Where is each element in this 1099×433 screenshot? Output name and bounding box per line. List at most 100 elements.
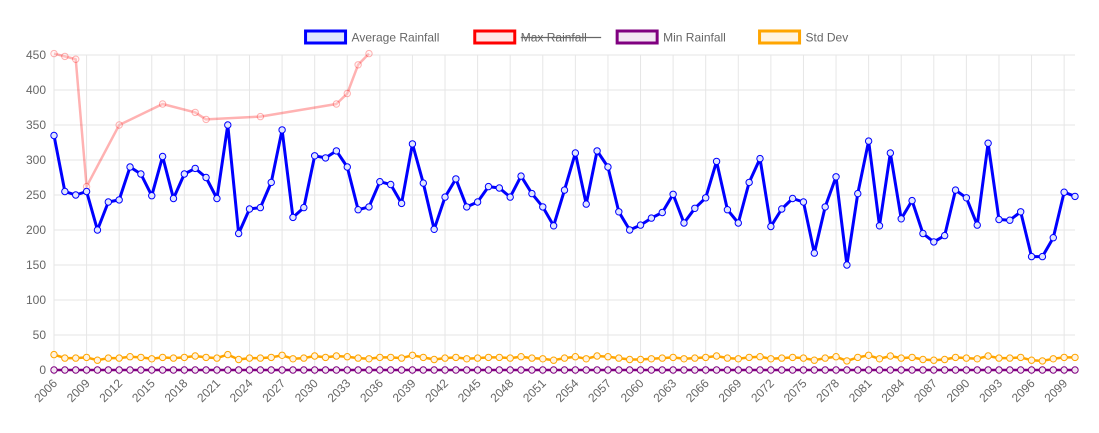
point-std-dev[interactable]: [712, 352, 721, 360]
point-min-rainfall[interactable]: [951, 366, 960, 374]
point-average-rainfall[interactable]: [615, 208, 623, 216]
point-std-dev[interactable]: [528, 354, 536, 362]
point-average-rainfall[interactable]: [669, 190, 677, 199]
point-min-rainfall[interactable]: [473, 366, 482, 374]
point-min-rainfall[interactable]: [463, 366, 471, 374]
point-min-rainfall[interactable]: [419, 366, 427, 374]
point-min-rainfall[interactable]: [234, 366, 243, 374]
point-average-rainfall[interactable]: [810, 249, 819, 257]
point-std-dev[interactable]: [962, 354, 971, 362]
point-average-rainfall[interactable]: [310, 152, 319, 160]
point-std-dev[interactable]: [267, 353, 275, 362]
point-std-dev[interactable]: [539, 355, 547, 363]
point-std-dev[interactable]: [321, 353, 330, 362]
point-std-dev[interactable]: [778, 354, 786, 362]
point-std-dev[interactable]: [767, 355, 775, 363]
point-max-rainfall[interactable]: [72, 55, 80, 63]
point-max-rainfall[interactable]: [343, 89, 351, 98]
point-min-rainfall[interactable]: [495, 366, 504, 374]
point-average-rainfall[interactable]: [463, 203, 471, 211]
point-std-dev[interactable]: [723, 354, 732, 362]
point-average-rainfall[interactable]: [180, 170, 189, 178]
point-std-dev[interactable]: [886, 352, 895, 360]
point-min-rainfall[interactable]: [962, 366, 971, 374]
point-average-rainfall[interactable]: [995, 215, 1003, 224]
point-average-rainfall[interactable]: [82, 187, 91, 196]
point-average-rainfall[interactable]: [625, 226, 634, 234]
point-std-dev[interactable]: [224, 350, 232, 359]
point-std-dev[interactable]: [104, 354, 113, 362]
point-min-rainfall[interactable]: [571, 366, 580, 374]
point-min-rainfall[interactable]: [180, 366, 189, 374]
point-max-rainfall[interactable]: [256, 112, 265, 121]
point-std-dev[interactable]: [452, 353, 460, 362]
point-std-dev[interactable]: [625, 355, 634, 364]
point-min-rainfall[interactable]: [930, 366, 938, 374]
point-std-dev[interactable]: [864, 351, 873, 359]
legend-item-min-rainfall[interactable]: Min Rainfall: [615, 29, 726, 45]
point-average-rainfall[interactable]: [452, 175, 460, 183]
point-std-dev[interactable]: [202, 353, 210, 362]
point-average-rainfall[interactable]: [571, 149, 580, 157]
point-std-dev[interactable]: [441, 354, 449, 362]
point-average-rainfall[interactable]: [126, 163, 134, 171]
point-min-rainfall[interactable]: [408, 366, 417, 374]
point-min-rainfall[interactable]: [1071, 366, 1079, 374]
point-std-dev[interactable]: [278, 351, 286, 359]
point-std-dev[interactable]: [115, 354, 123, 362]
point-average-rainfall[interactable]: [245, 205, 254, 213]
point-min-rainfall[interactable]: [137, 366, 145, 374]
point-average-rainfall[interactable]: [604, 163, 612, 171]
point-max-rainfall[interactable]: [365, 49, 373, 58]
point-std-dev[interactable]: [1071, 353, 1079, 362]
point-min-rainfall[interactable]: [452, 366, 460, 374]
point-std-dev[interactable]: [875, 355, 884, 363]
point-average-rainfall[interactable]: [517, 172, 525, 180]
point-min-rainfall[interactable]: [517, 366, 525, 374]
point-std-dev[interactable]: [604, 353, 612, 361]
point-std-dev[interactable]: [995, 354, 1003, 362]
point-std-dev[interactable]: [984, 352, 992, 360]
point-std-dev[interactable]: [180, 353, 189, 362]
point-min-rainfall[interactable]: [224, 366, 232, 374]
point-average-rainfall[interactable]: [1006, 216, 1014, 224]
point-min-rainfall[interactable]: [1060, 366, 1068, 374]
point-min-rainfall[interactable]: [625, 366, 634, 374]
legend-item-average-rainfall[interactable]: Average Rainfall: [304, 29, 440, 45]
point-average-rainfall[interactable]: [256, 203, 265, 212]
point-max-rainfall[interactable]: [332, 100, 341, 108]
point-std-dev[interactable]: [473, 354, 482, 362]
point-average-rainfall[interactable]: [191, 164, 199, 173]
point-std-dev[interactable]: [821, 354, 829, 362]
point-average-rainfall[interactable]: [104, 198, 113, 206]
point-average-rainfall[interactable]: [484, 182, 493, 191]
point-std-dev[interactable]: [734, 355, 742, 363]
point-average-rainfall[interactable]: [1038, 252, 1047, 261]
point-std-dev[interactable]: [354, 354, 362, 362]
point-std-dev[interactable]: [517, 353, 525, 361]
point-std-dev[interactable]: [1049, 355, 1057, 363]
point-min-rainfall[interactable]: [1027, 366, 1036, 374]
point-average-rainfall[interactable]: [560, 186, 569, 194]
point-average-rainfall[interactable]: [397, 199, 406, 208]
point-average-rainfall[interactable]: [1071, 192, 1079, 201]
point-min-rainfall[interactable]: [593, 366, 601, 374]
point-average-rainfall[interactable]: [169, 194, 178, 203]
point-min-rainfall[interactable]: [560, 366, 569, 374]
point-min-rainfall[interactable]: [376, 366, 384, 374]
point-min-rainfall[interactable]: [528, 366, 536, 374]
point-average-rainfall[interactable]: [343, 163, 351, 171]
point-max-rainfall[interactable]: [202, 115, 210, 124]
point-std-dev[interactable]: [919, 355, 927, 364]
point-std-dev[interactable]: [1016, 353, 1025, 362]
point-average-rainfall[interactable]: [647, 214, 656, 222]
point-min-rainfall[interactable]: [310, 366, 319, 374]
point-average-rainfall[interactable]: [886, 149, 895, 157]
point-average-rainfall[interactable]: [289, 213, 297, 222]
point-std-dev[interactable]: [560, 354, 569, 362]
point-std-dev[interactable]: [213, 354, 221, 362]
point-min-rainfall[interactable]: [669, 366, 677, 374]
point-average-rainfall[interactable]: [213, 194, 221, 203]
point-min-rainfall[interactable]: [93, 366, 102, 374]
point-min-rainfall[interactable]: [158, 366, 167, 374]
